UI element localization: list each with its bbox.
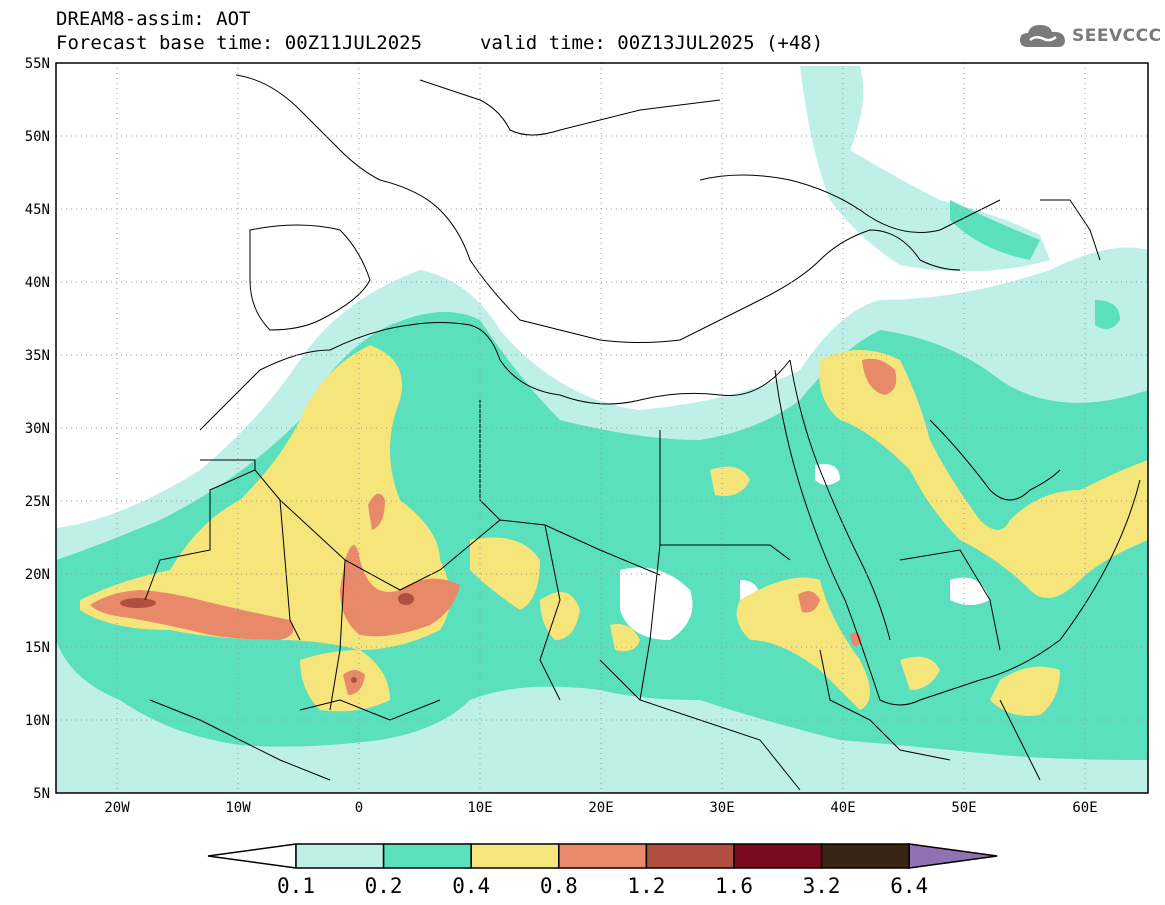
lat-tick-label: 25N xyxy=(25,494,50,510)
lon-tick-label: 50E xyxy=(951,800,976,816)
map-frame xyxy=(55,62,1149,794)
logo-text: SEEVCCC xyxy=(1072,26,1162,46)
lat-tick-label: 55N xyxy=(25,56,50,72)
colorbar-label: 0.1 xyxy=(277,874,315,898)
colorbar-label: 1.6 xyxy=(715,874,753,898)
colorbar-label: 0.2 xyxy=(365,874,403,898)
lon-tick-label: 40E xyxy=(830,800,855,816)
lat-tick-label: 35N xyxy=(25,348,50,364)
colorbar-label: 0.4 xyxy=(452,874,490,898)
lon-tick-label: 10W xyxy=(225,800,251,816)
colorbar-label: 1.2 xyxy=(627,874,665,898)
lat-tick-label: 30N xyxy=(25,421,50,437)
lat-axis: 5N 10N 15N 20N 25N 30N 35N 40N 45N 50N 5… xyxy=(25,56,50,802)
forecast-time-line: Forecast base time: 00Z11JUL2025 valid ti… xyxy=(56,32,823,54)
cloud-icon xyxy=(1020,25,1065,47)
lon-tick-label: 20E xyxy=(588,800,613,816)
graticule xyxy=(56,63,1148,793)
lon-tick-label: 60E xyxy=(1072,800,1097,816)
colorbar-label: 6.4 xyxy=(890,874,928,898)
colorbar-swatch xyxy=(295,843,385,869)
lat-tick-label: 50N xyxy=(25,129,50,145)
lon-tick-label: 0 xyxy=(355,800,363,816)
colorbar-swatch xyxy=(645,843,735,869)
colorbar-arrow-high xyxy=(908,843,998,869)
colorbar-label: 0.8 xyxy=(540,874,578,898)
forecast-base-time: Forecast base time: 00Z11JUL2025 xyxy=(56,32,423,54)
colorbar-swatch xyxy=(820,843,910,869)
lon-tick-label: 20W xyxy=(104,800,130,816)
lon-tick-label: 10E xyxy=(467,800,492,816)
lat-tick-label: 45N xyxy=(25,202,50,218)
colorbar-arrow-low xyxy=(207,843,297,869)
lon-axis: 20W 10W 0 10E 20E 30E 40E 50E 60E xyxy=(104,800,1097,816)
lat-tick-label: 10N xyxy=(25,713,50,729)
colorbar-swatch xyxy=(470,843,560,869)
lat-tick-label: 20N xyxy=(25,567,50,583)
colorbar: 0.1 0.2 0.4 0.8 1.2 1.6 3.2 6.4 xyxy=(207,843,998,898)
lat-tick-label: 5N xyxy=(33,786,50,802)
map-title: DREAM8-assim: AOT xyxy=(56,8,251,30)
lat-tick-label: 15N xyxy=(25,640,50,656)
colorbar-swatch xyxy=(558,843,648,869)
lat-tick-label: 40N xyxy=(25,275,50,291)
lon-tick-label: 30E xyxy=(709,800,734,816)
colorbar-swatch xyxy=(733,843,823,869)
country-borders xyxy=(144,74,1141,791)
valid-time: valid time: 00Z13JUL2025 (+48) xyxy=(480,32,824,54)
aot-contour-fields xyxy=(56,66,1148,793)
colorbar-swatch xyxy=(382,843,472,869)
colorbar-label: 3.2 xyxy=(803,874,841,898)
seevccc-logo: SEEVCCC xyxy=(1018,23,1162,49)
